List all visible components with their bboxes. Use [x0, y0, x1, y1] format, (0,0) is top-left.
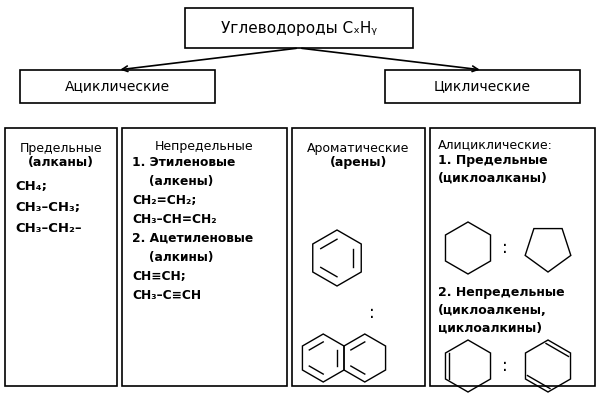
Text: (арены): (арены) — [330, 156, 387, 169]
Bar — [430, 128, 595, 386]
Bar — [185, 8, 413, 48]
Bar — [20, 70, 215, 103]
Text: (алканы): (алканы) — [28, 156, 94, 169]
Text: Непредельные: Непредельные — [155, 140, 254, 153]
Text: CH₄;
CH₃–CH₃;
CH₃–CH₂–: CH₄; CH₃–CH₃; CH₃–CH₂– — [15, 180, 82, 235]
Text: Углеводороды CₓHᵧ: Углеводороды CₓHᵧ — [221, 21, 377, 35]
Text: 2. Непредельные
(циклоалкены,
циклоалкины): 2. Непредельные (циклоалкены, циклоалкин… — [438, 286, 564, 335]
Text: :: : — [502, 239, 508, 257]
Text: 1. Предельные
(циклоалканы): 1. Предельные (циклоалканы) — [438, 154, 548, 185]
Text: Алициклические:: Алициклические: — [438, 138, 553, 151]
Text: Ароматические: Ароматические — [307, 142, 410, 155]
Text: :: : — [369, 304, 375, 322]
Bar — [292, 128, 425, 386]
Text: Циклические: Циклические — [434, 80, 531, 94]
Text: Ациклические: Ациклические — [65, 80, 170, 94]
Bar — [5, 128, 117, 386]
Text: 1. Этиленовые
    (алкены)
CH₂=CH₂;
CH₃–CH=CH₂
2. Ацетиленовые
    (алкины)
CH≡C: 1. Этиленовые (алкены) CH₂=CH₂; CH₃–CH=C… — [132, 156, 253, 302]
Bar — [385, 70, 580, 103]
Text: Предельные: Предельные — [20, 142, 102, 155]
Text: :: : — [502, 357, 508, 375]
Bar — [122, 128, 287, 386]
